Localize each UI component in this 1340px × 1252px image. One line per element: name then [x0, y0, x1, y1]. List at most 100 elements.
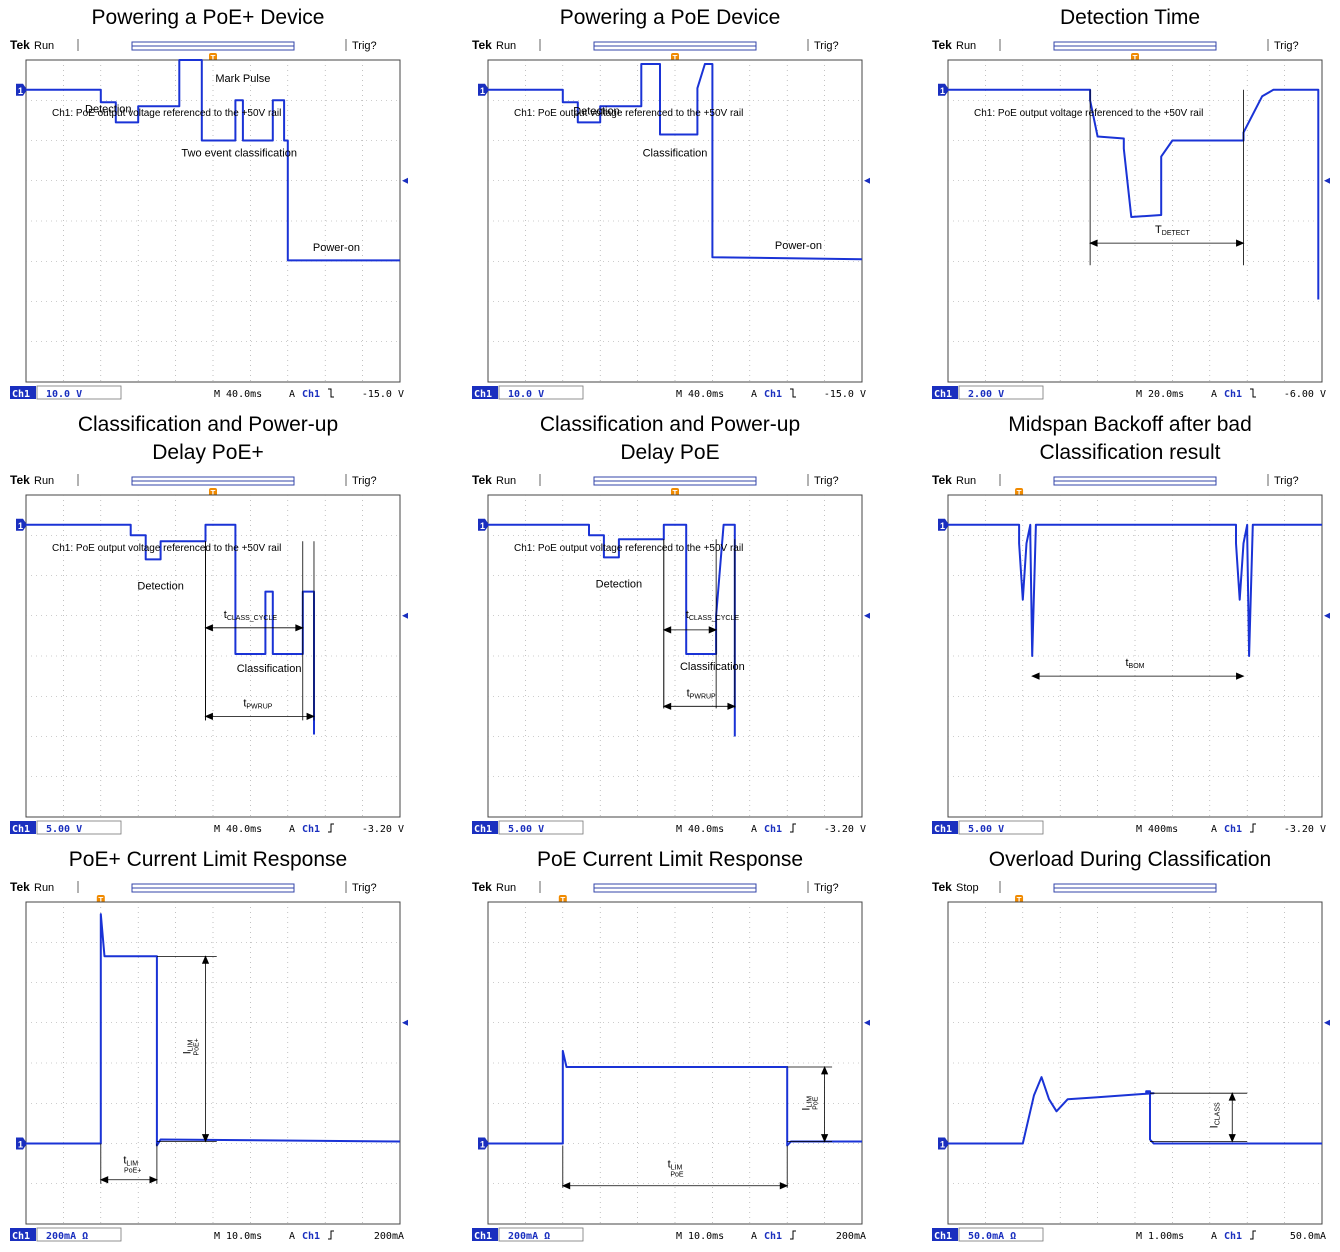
trigger-level-icon [864, 612, 870, 619]
chart-title: Overload During Classification [988, 848, 1272, 871]
ch1-waveform [26, 59, 400, 262]
ch1-badge [932, 821, 958, 834]
graticule [947, 901, 1323, 1225]
scope-svg: Tek Run T Trig? 1 Ch1: PoE output voltage ref… [472, 38, 870, 400]
rising-edge-icon [790, 823, 796, 833]
annotation-label: ICLASS [1208, 1102, 1221, 1128]
run-status: Run [496, 40, 516, 52]
trigger-level-icon [1324, 612, 1330, 619]
acq-mode: A [751, 389, 757, 400]
timebase: M 10.0ms [214, 1231, 262, 1242]
trigger-level: -3.20 V [1284, 824, 1326, 835]
acq-mode: A [751, 1231, 757, 1242]
graticule [25, 901, 401, 1225]
run-status: Run [34, 882, 54, 894]
trigger-channel: Ch1 [302, 824, 320, 835]
run-status: Run [956, 40, 976, 52]
trigger-status: Trig? [352, 40, 377, 52]
scope-svg: Tek Run T Trig? 1 Ch1: PoE output voltage ref… [10, 38, 408, 400]
annotation-label: ILIM [801, 1096, 814, 1111]
trigger-status: Trig? [814, 882, 839, 894]
rising-edge-icon [328, 823, 334, 833]
dimension-arrow [662, 539, 736, 710]
run-status: Run [34, 40, 54, 52]
trigger-level: -15.0 V [824, 389, 866, 400]
annotation-label: tPWRUP [243, 697, 272, 710]
ch1-waveform [488, 1049, 862, 1147]
graticule [947, 59, 1323, 383]
falling-edge-icon [1250, 388, 1256, 398]
scope-svg: Tek Stop T 1 ICLASS Ch1 50.0mA Ω M 1.00ms A Ch1 50… [932, 880, 1330, 1242]
ch1-label: Ch1 [934, 824, 952, 835]
vertical-scale: 10.0 V [46, 389, 82, 400]
graticule [947, 494, 1323, 818]
ch1-badge [472, 386, 498, 399]
chart-title: PoE+ Current Limit Response [68, 848, 348, 871]
trigger-status: Trig? [1274, 40, 1299, 52]
timebase: M 1.00ms [1136, 1231, 1184, 1242]
trigger-level: 50.0mA [1290, 1231, 1326, 1242]
brand-label: Tek [472, 38, 492, 52]
run-status: Run [496, 475, 516, 487]
scope-screen: Tek Run T Trig? 1 Ch1: PoE output voltage ref… [8, 471, 408, 845]
ch1-label: Ch1 [12, 389, 30, 400]
annotation-label: tPWRUP [687, 687, 716, 700]
vertical-scale: 5.00 V [508, 824, 544, 835]
scope-screen: Tek Run T Trig? 1 Ch1: PoE output voltage ref… [470, 471, 870, 845]
chart-title: Powering a PoE+ Device [91, 6, 325, 29]
ch1-label: Ch1 [474, 1231, 492, 1242]
svg-text:1: 1 [18, 521, 23, 531]
graticule [487, 901, 863, 1225]
scope-svg: Tek Run T Trig? 1 tBOM Ch1 5.00 V M 400ms A Ch1 -3.… [932, 473, 1330, 835]
annotation-label: Classification [237, 663, 302, 675]
run-status: Run [34, 475, 54, 487]
svg-text:T: T [1017, 896, 1022, 905]
ch1-ground-marker-icon: 1 [478, 518, 489, 531]
ch1-waveform [488, 63, 863, 261]
annotation-label: Detection [85, 103, 131, 115]
trigger-channel: Ch1 [764, 1231, 782, 1242]
annotation-label: Detection [596, 579, 642, 591]
ch1-badge [10, 821, 36, 834]
annotation-label: Mark Pulse [215, 73, 270, 85]
channel-note: Ch1: PoE output voltage referenced to th… [52, 108, 281, 119]
svg-text:T: T [673, 54, 678, 63]
scope-svg: Tek Run T Trig? 1 Ch1: PoE output voltage ref… [472, 473, 870, 835]
timebase: M 40.0ms [676, 389, 724, 400]
trigger-level: -3.20 V [824, 824, 866, 835]
chart-title: Midspan Backoff after bad Classification… [1008, 413, 1252, 464]
ch1-waveform [948, 523, 1322, 657]
annotation-label: tCLASS_CYCLE [224, 609, 278, 622]
ch1-ground-marker-icon: 1 [478, 1137, 489, 1150]
dimension-arrow [99, 1143, 158, 1184]
brand-label: Tek [10, 38, 30, 52]
chart-title: Classification and Power-up Delay PoE [539, 413, 801, 464]
ch1-label: Ch1 [934, 389, 952, 400]
dimension-arrow [787, 1066, 833, 1143]
dimension-arrow [204, 541, 315, 721]
falling-edge-icon [790, 388, 796, 398]
ch1-ground-marker-icon: 1 [938, 1137, 949, 1150]
svg-text:1: 1 [940, 86, 945, 96]
annotation-label: Power-on [775, 240, 822, 252]
acq-mode: A [1211, 389, 1217, 400]
ch1-ground-marker-icon: 1 [938, 518, 949, 531]
falling-edge-icon [328, 388, 334, 398]
dimension-arrow [561, 1145, 789, 1190]
brand-label: Tek [932, 38, 952, 52]
chart-title: Classification and Power-up Delay PoE+ [77, 413, 339, 464]
dimension-arrow [1149, 1092, 1248, 1143]
trigger-level-icon [1324, 177, 1330, 184]
acq-mode: A [289, 824, 295, 835]
svg-text:1: 1 [480, 1140, 485, 1150]
acq-mode: A [289, 389, 295, 400]
brand-label: Tek [472, 473, 492, 487]
annotation-label: tBOM [1125, 657, 1144, 670]
brand-label: Tek [932, 880, 952, 894]
trigger-level-icon [402, 1019, 408, 1026]
run-status: Run [956, 475, 976, 487]
ch1-ground-marker-icon: 1 [16, 518, 27, 531]
timebase: M 40.0ms [214, 824, 262, 835]
